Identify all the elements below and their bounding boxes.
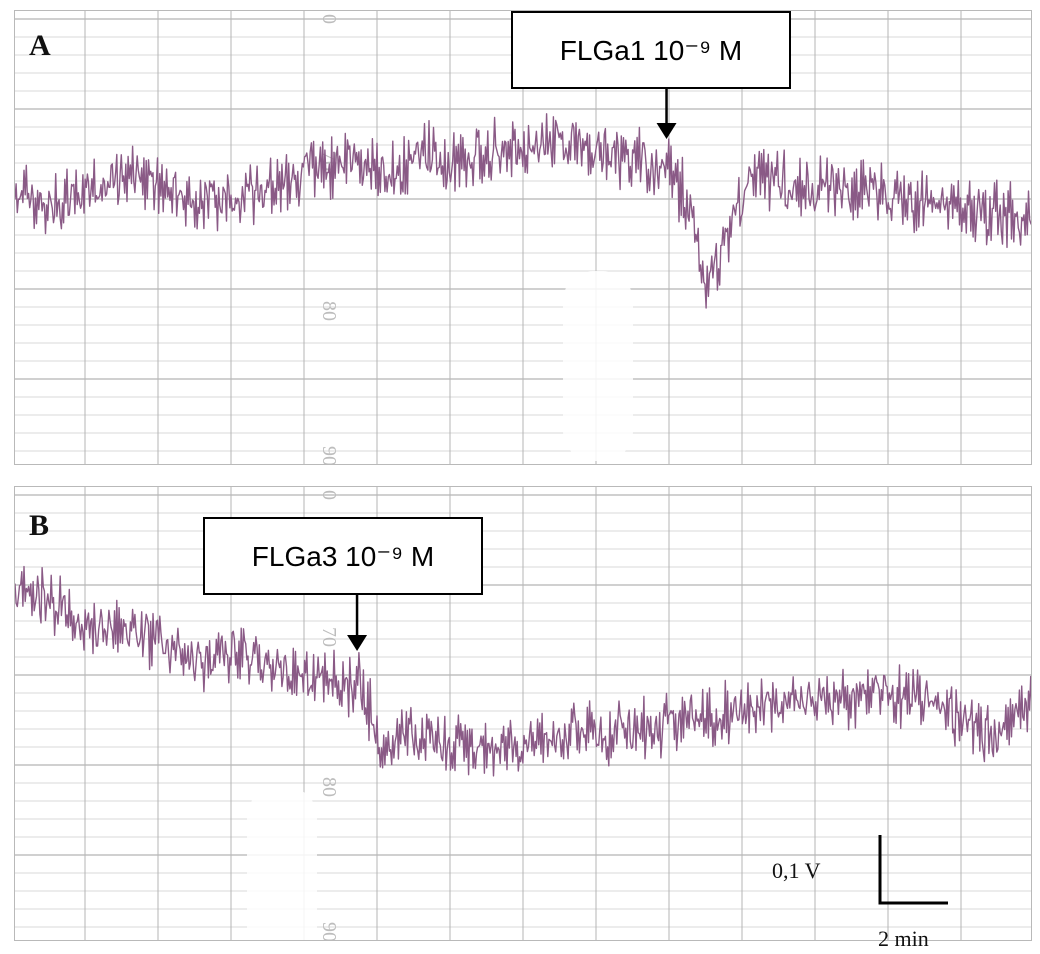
panel-label-b: B bbox=[29, 509, 50, 542]
signal-trace bbox=[15, 113, 1031, 309]
annotation-box-b: FLGa3 10⁻⁹ M bbox=[203, 517, 483, 595]
annotation-box-a: FLGa1 10⁻⁹ M bbox=[511, 11, 791, 89]
paper-scale-number: 90 bbox=[318, 922, 340, 941]
paper-scale-number: 80 bbox=[318, 777, 340, 797]
scale-voltage-label: 0,1 V bbox=[772, 858, 821, 883]
paper-scale-number: 80 bbox=[318, 301, 340, 321]
paper-fade bbox=[247, 787, 317, 940]
panel-label-a: A bbox=[29, 29, 51, 62]
panel-b: 0 70 80 90 B FLGa3 10⁻⁹ M bbox=[14, 486, 1032, 941]
paper-scale-number: 70 bbox=[318, 627, 340, 647]
chart-b-plot: 0 70 80 90 bbox=[15, 487, 1031, 941]
paper-scale-number: 0 bbox=[318, 490, 340, 500]
paper-scale-number: 90 bbox=[318, 446, 340, 465]
paper-fade bbox=[563, 271, 633, 461]
panel-a: 0 70 80 90 A FLGa1 10⁻⁹ M bbox=[14, 10, 1032, 465]
scale-bar bbox=[878, 835, 948, 905]
scale-time-label: 2 min bbox=[878, 926, 929, 951]
signal-trace bbox=[15, 565, 1031, 777]
paper-scale-number: 0 bbox=[318, 14, 340, 24]
event-arrow-head bbox=[347, 635, 368, 651]
scale-bar-lines bbox=[878, 835, 948, 905]
event-arrow-head bbox=[656, 123, 677, 139]
